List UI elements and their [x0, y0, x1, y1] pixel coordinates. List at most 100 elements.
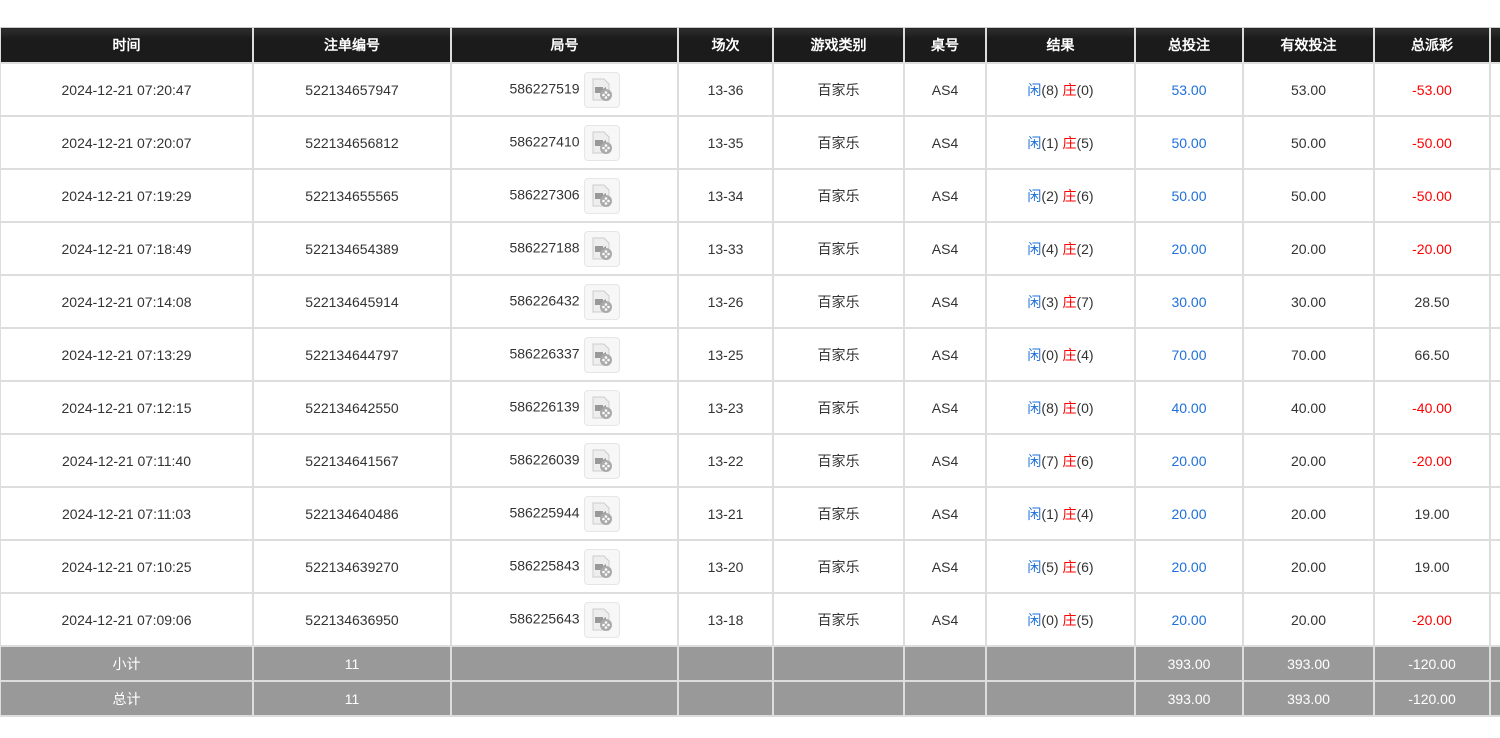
bet-id-cell: 522134640486	[252, 486, 452, 541]
payout-cell: 19.00	[1373, 486, 1491, 541]
banker-score: 0	[1081, 399, 1089, 416]
result-cell: 闲(4) 庄(2)	[985, 221, 1136, 276]
game-type-cell: 百家乐	[772, 221, 905, 276]
video-replay-icon[interactable]	[583, 283, 620, 320]
payout-cell: -50.00	[1373, 168, 1491, 223]
subtotal-row: 小计 11 393.00 393.00 -120.00	[0, 645, 1500, 682]
video-replay-icon[interactable]	[583, 389, 620, 426]
total-count: 11	[252, 680, 452, 717]
result-cell: 闲(1) 庄(5)	[985, 115, 1136, 170]
total-bet-cell: 20.00	[1134, 486, 1244, 541]
banker-label: 庄	[1062, 187, 1077, 204]
bet-id-cell: 522134636950	[252, 592, 452, 647]
player-label: 闲	[1027, 134, 1042, 151]
header-round: 局号	[450, 27, 679, 64]
header-game-type: 游戏类别	[772, 27, 905, 64]
shoe-cell: 13-36	[677, 62, 774, 117]
video-replay-icon[interactable]	[583, 336, 620, 373]
round-cell: 586227410	[450, 115, 679, 170]
table-no-cell: AS4	[903, 539, 987, 594]
game-type-cell: 百家乐	[772, 115, 905, 170]
round-cell: 586226432	[450, 274, 679, 329]
shoe-cell: 13-34	[677, 168, 774, 223]
payout-cell: -20.00	[1373, 592, 1491, 647]
total-payout: -120.00	[1373, 680, 1491, 717]
video-replay-icon[interactable]	[583, 442, 620, 479]
round-number: 586225944	[509, 504, 580, 521]
extra-cell	[1489, 168, 1500, 223]
video-replay-icon[interactable]	[583, 71, 620, 108]
banker-score: 6	[1081, 452, 1089, 469]
banker-score: 4	[1081, 346, 1089, 363]
banker-label: 庄	[1062, 505, 1077, 522]
table-no-cell: AS4	[903, 433, 987, 488]
player-score: 7	[1046, 452, 1054, 469]
video-replay-icon[interactable]	[583, 495, 620, 532]
extra-cell	[1489, 221, 1500, 276]
table-no-cell: AS4	[903, 115, 987, 170]
total-label: 总计	[0, 680, 254, 717]
player-label: 闲	[1027, 293, 1042, 310]
banker-label: 庄	[1062, 452, 1077, 469]
total-bet-cell: 20.00	[1134, 539, 1244, 594]
bet-records-table: 时间 注单编号 局号 场次 游戏类别 桌号 结果 总投注 有效投注 总派彩 2024-12-21 …	[0, 27, 1500, 717]
banker-score: 7	[1081, 293, 1089, 310]
round-cell: 586227519	[450, 62, 679, 117]
table-no-cell: AS4	[903, 592, 987, 647]
empty-cell	[985, 680, 1136, 717]
round-number: 586227188	[509, 239, 580, 256]
result-cell: 闲(2) 庄(6)	[985, 168, 1136, 223]
table-no-cell: AS4	[903, 274, 987, 329]
extra-cell	[1489, 274, 1500, 329]
subtotal-count: 11	[252, 645, 452, 682]
header-table-no: 桌号	[903, 27, 987, 64]
bet-id-cell: 522134654389	[252, 221, 452, 276]
extra-cell	[1489, 433, 1500, 488]
round-cell: 586225643	[450, 592, 679, 647]
player-label: 闲	[1027, 505, 1042, 522]
player-score: 8	[1046, 81, 1054, 98]
banker-label: 庄	[1062, 293, 1077, 310]
extra-cell	[1489, 115, 1500, 170]
empty-cell	[677, 680, 774, 717]
video-replay-icon[interactable]	[583, 124, 620, 161]
player-score: 8	[1046, 399, 1054, 416]
banker-label: 庄	[1062, 611, 1077, 628]
valid-bet-cell: 40.00	[1242, 380, 1375, 435]
game-type-cell: 百家乐	[772, 433, 905, 488]
player-label: 闲	[1027, 399, 1042, 416]
valid-bet-cell: 30.00	[1242, 274, 1375, 329]
empty-cell	[903, 680, 987, 717]
game-type-cell: 百家乐	[772, 327, 905, 382]
result-cell: 闲(5) 庄(6)	[985, 539, 1136, 594]
round-cell: 586225944	[450, 486, 679, 541]
game-type-cell: 百家乐	[772, 62, 905, 117]
round-number: 586226432	[509, 292, 580, 309]
header-valid-bet: 有效投注	[1242, 27, 1375, 64]
video-replay-icon[interactable]	[583, 548, 620, 585]
player-score: 3	[1046, 293, 1054, 310]
game-type-cell: 百家乐	[772, 380, 905, 435]
bet-id-cell: 522134639270	[252, 539, 452, 594]
payout-cell: -40.00	[1373, 380, 1491, 435]
total-total-bet: 393.00	[1134, 680, 1244, 717]
header-result: 结果	[985, 27, 1136, 64]
video-replay-icon[interactable]	[583, 230, 620, 267]
round-cell: 586226337	[450, 327, 679, 382]
empty-cell	[985, 645, 1136, 682]
total-bet-cell: 40.00	[1134, 380, 1244, 435]
header-shoe: 场次	[677, 27, 774, 64]
result-cell: 闲(0) 庄(4)	[985, 327, 1136, 382]
empty-cell	[903, 645, 987, 682]
payout-cell: 66.50	[1373, 327, 1491, 382]
banker-score: 4	[1081, 505, 1089, 522]
game-type-cell: 百家乐	[772, 168, 905, 223]
total-bet-cell: 50.00	[1134, 168, 1244, 223]
video-replay-icon[interactable]	[583, 601, 620, 638]
game-type-cell: 百家乐	[772, 592, 905, 647]
payout-cell: -50.00	[1373, 115, 1491, 170]
game-type-cell: 百家乐	[772, 539, 905, 594]
player-score: 5	[1046, 558, 1054, 575]
video-replay-icon[interactable]	[583, 177, 620, 214]
extra-cell	[1489, 680, 1500, 717]
